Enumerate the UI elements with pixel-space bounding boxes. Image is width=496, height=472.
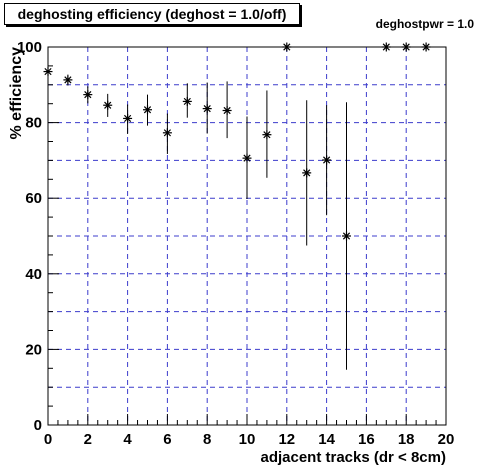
- data-point: [322, 105, 332, 216]
- asterisk-marker: [302, 168, 312, 178]
- data-point: [421, 42, 431, 52]
- x-tick-label: 6: [163, 431, 171, 448]
- marker-stroke: [203, 105, 211, 113]
- y-tick-label: 60: [25, 190, 42, 207]
- marker-stroke: [283, 43, 291, 51]
- data-point: [103, 93, 113, 117]
- y-tick-label: 0: [34, 417, 42, 434]
- axes: 0 2 4 6 8 10 12 14 16 18 20 0 20 40 60 80 100: [17, 39, 454, 448]
- asterisk-marker: [381, 42, 391, 52]
- data-point: [401, 42, 411, 52]
- asterisk-marker: [162, 128, 172, 138]
- marker-stroke: [223, 106, 231, 115]
- marker-stroke: [342, 232, 351, 240]
- asterisk-marker: [322, 155, 332, 165]
- asterisk-marker: [182, 96, 192, 106]
- marker-stroke: [163, 129, 172, 137]
- marker-stroke: [64, 76, 72, 84]
- data-point: [162, 113, 172, 154]
- asterisk-marker: [202, 104, 212, 114]
- x-tick-label: 0: [44, 431, 52, 448]
- marker-stroke: [402, 43, 410, 51]
- y-tick-label: 40: [25, 266, 42, 283]
- marker-stroke: [183, 97, 191, 106]
- x-axis-label: adjacent tracks (dr < 8cm): [260, 449, 446, 466]
- asterisk-marker: [421, 42, 431, 52]
- chart-title: deghosting efficiency (deghost = 1.0/off…: [17, 6, 287, 22]
- data-point: [242, 116, 252, 199]
- y-tick-label: 80: [25, 115, 42, 132]
- asterisk-marker: [242, 153, 252, 163]
- marker-stroke: [422, 43, 430, 51]
- asterisk-marker: [262, 130, 272, 140]
- asterisk-marker: [63, 75, 73, 85]
- y-tick-label: 100: [17, 39, 42, 56]
- data-point: [63, 74, 73, 86]
- x-tick-label: 20: [438, 431, 455, 448]
- data-point: [202, 82, 212, 134]
- x-tick-label: 16: [358, 431, 375, 448]
- asterisk-marker: [401, 42, 411, 52]
- data-point: [123, 104, 133, 134]
- asterisk-marker: [103, 100, 113, 110]
- y-tick-label: 20: [25, 341, 42, 358]
- data-point: [282, 42, 292, 52]
- y-axis-label: % efficiency: [8, 47, 25, 140]
- x-tick-label: 14: [318, 431, 335, 448]
- data-point: [143, 94, 152, 126]
- x-tick-label: 4: [123, 431, 132, 448]
- asterisk-marker: [282, 42, 292, 52]
- data-point: [83, 86, 93, 104]
- x-tick-label: 18: [398, 431, 415, 448]
- chart-title-box: deghosting efficiency (deghost = 1.0/off…: [4, 3, 300, 25]
- asterisk-marker: [123, 113, 133, 123]
- data-point: [262, 90, 272, 178]
- asterisk-marker: [43, 67, 53, 77]
- marker-stroke: [104, 101, 112, 109]
- marker-stroke: [303, 169, 311, 177]
- marker-stroke: [44, 67, 52, 76]
- marker-stroke: [243, 154, 251, 162]
- marker-stroke: [123, 114, 132, 123]
- marker-stroke: [382, 43, 390, 51]
- data-point: [222, 81, 232, 139]
- x-tick-label: 8: [203, 431, 211, 448]
- data-series: [43, 42, 431, 370]
- x-tick-label: 2: [84, 431, 92, 448]
- marker-stroke: [322, 156, 331, 164]
- asterisk-marker: [83, 90, 93, 100]
- data-point: [302, 100, 312, 246]
- data-point: [43, 67, 53, 77]
- asterisk-marker: [342, 231, 351, 241]
- data-point: [342, 102, 351, 370]
- asterisk-marker: [143, 105, 152, 115]
- marker-stroke: [143, 106, 152, 114]
- chart-annotation: deghostpwr = 1.0: [375, 17, 474, 31]
- data-point: [182, 83, 192, 118]
- marker-stroke: [84, 91, 92, 99]
- marker-stroke: [263, 131, 271, 139]
- asterisk-marker: [222, 106, 232, 116]
- x-tick-label: 10: [239, 431, 256, 448]
- data-point: [381, 42, 391, 52]
- x-tick-label: 12: [278, 431, 295, 448]
